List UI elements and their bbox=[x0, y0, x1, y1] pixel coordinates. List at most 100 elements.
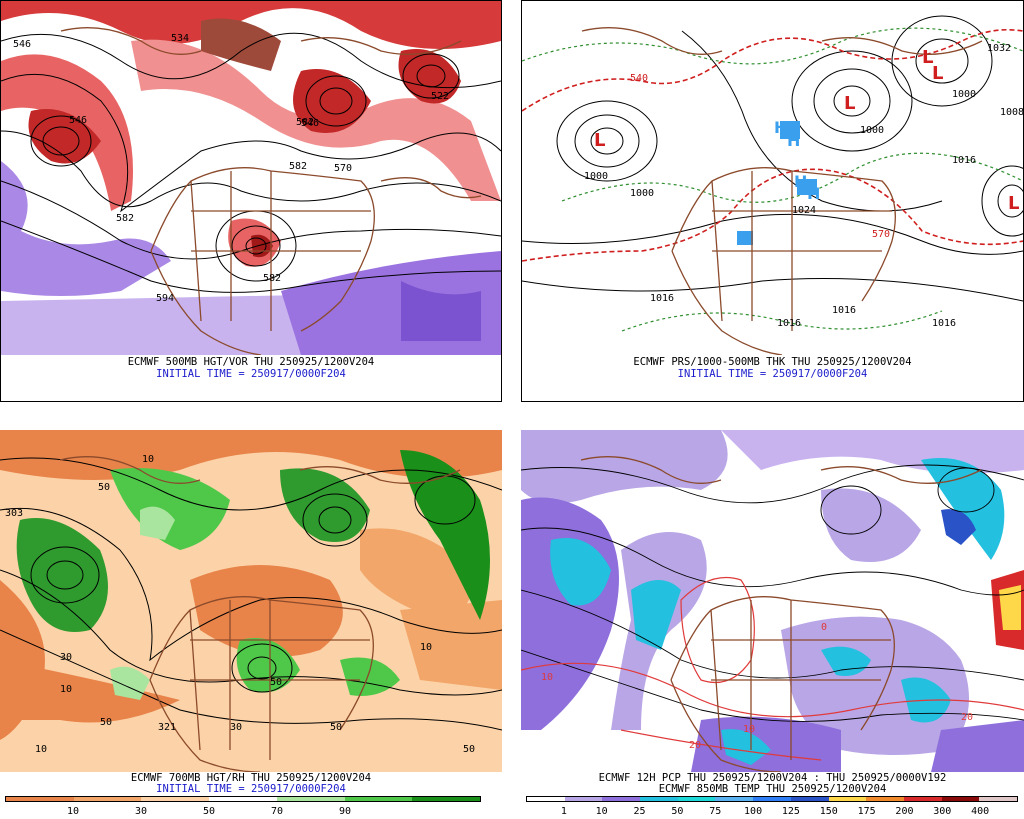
contour-label: 570 bbox=[334, 163, 352, 174]
colorbar-swatch bbox=[209, 797, 277, 801]
panel-caption-secondary: ECMWF 850MB TEMP THU 250925/1200V204 bbox=[658, 783, 887, 795]
isobar-label: 1032 bbox=[987, 43, 1011, 54]
colorbar-tick-label: 400 bbox=[971, 806, 990, 817]
contour-label: 594 bbox=[156, 293, 174, 304]
contour-label: 10 bbox=[35, 744, 47, 755]
panel-caption-main: ECMWF PRS/1000-500MB THK THU 250925/1200… bbox=[633, 356, 912, 368]
rh-colorbar-ticks: 10 30 50 70 90 bbox=[5, 806, 481, 818]
high-pressure-marker: H bbox=[787, 131, 800, 150]
contour-label: 546 bbox=[13, 39, 31, 50]
high-pressure-marker: H bbox=[794, 172, 807, 191]
colorbar-tick-label: 50 bbox=[671, 806, 684, 817]
colorbar-tick-label: 175 bbox=[857, 806, 876, 817]
isobar-label: 1016 bbox=[777, 318, 801, 329]
colorbar-tick-label: 75 bbox=[709, 806, 722, 817]
isobar-label: 1016 bbox=[952, 155, 976, 166]
isobar-label: 1000 bbox=[584, 171, 608, 182]
colorbar-swatch bbox=[6, 797, 74, 801]
thickness-label: 540 bbox=[630, 73, 648, 84]
panel-12h-pcp-850mb-temp: 20 10 0 20 10 ECMWF 12H PCP THU 250925/1… bbox=[521, 430, 1024, 819]
colorbar-tick-label: 100 bbox=[744, 806, 763, 817]
contour-label: 10 bbox=[420, 642, 432, 653]
colorbar-swatch bbox=[715, 797, 754, 801]
high-pressure-marker: H bbox=[807, 184, 820, 203]
contour-label: 546 bbox=[301, 118, 319, 129]
contour-label: 582 bbox=[263, 273, 281, 284]
contour-label: 30 bbox=[60, 652, 72, 663]
low-pressure-marker: L bbox=[932, 63, 943, 84]
colorbar-swatch bbox=[141, 797, 210, 801]
colorbar-swatch bbox=[564, 797, 603, 801]
map-prs-thk: 1000 1000 1016 1016 1016 1016 1000 1016 … bbox=[522, 1, 1023, 355]
colorbar-tick-label: 125 bbox=[781, 806, 800, 817]
panel-frame bbox=[0, 0, 502, 402]
precip-colorbar-ticks: 1 10 25 50 75 100 125 150 175 200 300 400 bbox=[526, 806, 1018, 818]
rh-colorbar bbox=[5, 796, 481, 802]
contour-label: 10 bbox=[60, 684, 72, 695]
isobar-label: 1016 bbox=[832, 305, 856, 316]
contour-label: 50 bbox=[463, 744, 475, 755]
panel-caption-init: INITIAL TIME = 250917/0000F204 bbox=[156, 783, 346, 795]
colorbar-swatch bbox=[602, 797, 641, 801]
colorbar-swatch bbox=[941, 797, 980, 801]
colorbar-swatch bbox=[677, 797, 716, 801]
contour-label: 50 bbox=[100, 717, 112, 728]
isobar-label: 1008 bbox=[1000, 107, 1023, 118]
panel-caption-main: ECMWF 500MB HGT/VOR THU 250925/1200V204 bbox=[127, 356, 375, 368]
low-pressure-marker: L bbox=[844, 93, 855, 114]
colorbar-swatch bbox=[344, 797, 413, 801]
isobar-label: 1016 bbox=[932, 318, 956, 329]
colorbar-swatch bbox=[866, 797, 904, 801]
colorbar-swatch bbox=[640, 797, 678, 801]
panel-700mb-hgt-rh: 10 30 50 10 50 321 10 50 50 10 303 50 30… bbox=[0, 430, 502, 819]
low-pressure-marker: L bbox=[1008, 193, 1019, 214]
low-pressure-marker: L bbox=[922, 47, 933, 68]
isotherm-label: 10 bbox=[541, 672, 553, 683]
colorbar-swatch bbox=[73, 797, 142, 801]
colorbar-swatch bbox=[903, 797, 942, 801]
colorbar-tick-label: 150 bbox=[819, 806, 838, 817]
contour-label: 50 bbox=[330, 722, 342, 733]
isobar-label: 1000 bbox=[860, 125, 884, 136]
panel-caption-main: ECMWF 12H PCP THU 250925/1200V204 : THU … bbox=[598, 772, 947, 784]
contour-label: 10 bbox=[142, 454, 154, 465]
panel-caption-init: INITIAL TIME = 250917/0000F204 bbox=[677, 368, 868, 380]
contour-label: 321 bbox=[158, 722, 176, 733]
thickness-label: 570 bbox=[872, 229, 890, 240]
map-500mb: 546 534 546 582 570 582 594 582 582 546 … bbox=[1, 1, 501, 355]
contour-label: 50 bbox=[98, 482, 110, 493]
colorbar-swatch bbox=[979, 797, 1017, 801]
isobar-label: 1024 bbox=[792, 205, 816, 216]
isobar-label: 1000 bbox=[630, 188, 654, 199]
colorbar-swatch bbox=[527, 797, 565, 801]
colorbar-tick-label: 25 bbox=[633, 806, 646, 817]
panel-500mb-hgt-vor: 546 534 546 582 570 582 594 582 582 546 … bbox=[0, 0, 502, 402]
colorbar-tick-label: 300 bbox=[933, 806, 952, 817]
contour-label: 582 bbox=[289, 161, 307, 172]
panel-caption-main: ECMWF 700MB HGT/RH THU 250925/1200V204 bbox=[130, 772, 372, 784]
colorbar-tick-label: 200 bbox=[895, 806, 914, 817]
contour-label: 30 bbox=[230, 722, 242, 733]
contour-label: 522 bbox=[431, 91, 449, 102]
panel-prs-thk: 1000 1000 1016 1016 1016 1016 1000 1016 … bbox=[521, 0, 1024, 402]
isobar-label: 1016 bbox=[650, 293, 674, 304]
colorbar-tick-label: 50 bbox=[202, 806, 216, 817]
contour-label: 534 bbox=[171, 33, 189, 44]
isobar-label: 1000 bbox=[952, 89, 976, 100]
colorbar-tick-label: 1 bbox=[560, 806, 567, 817]
isotherm-label: 20 bbox=[961, 712, 973, 723]
colorbar-swatch bbox=[790, 797, 829, 801]
colorbar-tick-label: 10 bbox=[595, 806, 608, 817]
contour-label: 50 bbox=[270, 677, 282, 688]
colorbar-swatch bbox=[276, 797, 345, 801]
contour-label: 546 bbox=[69, 115, 87, 126]
colorbar-swatch bbox=[412, 797, 481, 801]
colorbar-tick-label: 70 bbox=[270, 806, 284, 817]
map-700mb: 10 30 50 10 50 321 10 50 50 10 303 50 30 bbox=[0, 430, 502, 772]
colorbar-tick-label: 30 bbox=[134, 806, 148, 817]
low-pressure-marker: L bbox=[594, 130, 605, 151]
contour-label: 582 bbox=[116, 213, 134, 224]
isotherm-label: 0 bbox=[821, 622, 827, 633]
map-pcp-temp: 20 10 0 20 10 bbox=[521, 430, 1024, 772]
colorbar-swatch bbox=[753, 797, 791, 801]
